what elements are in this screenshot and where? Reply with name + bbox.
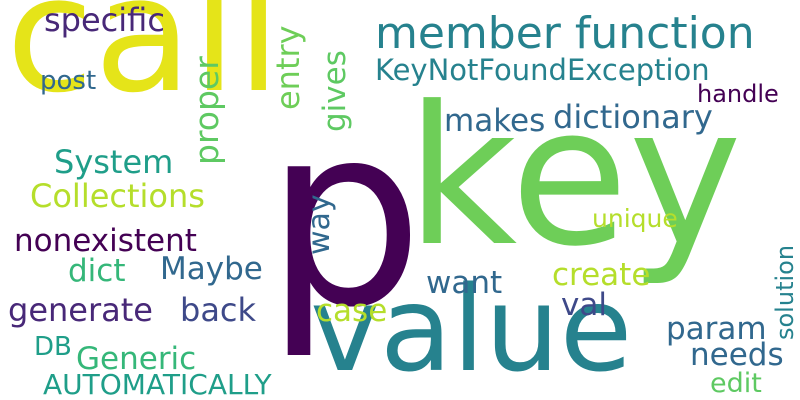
word-generic: Generic [76, 341, 197, 377]
word-generate: generate [8, 291, 153, 329]
word-automatically: AUTOMATICALLY [43, 368, 272, 400]
word-keynotfoundexception: KeyNotFoundException [375, 53, 710, 87]
word-val: val [561, 287, 607, 323]
word-key: key [406, 66, 743, 289]
word-handle: handle [697, 80, 779, 108]
word-nonexistent: nonexistent [14, 223, 197, 259]
word-edit: edit [710, 368, 762, 399]
word-create: create [552, 257, 651, 293]
word-param: param [666, 311, 767, 347]
word-back: back [180, 291, 257, 329]
word-proper: proper [187, 56, 226, 165]
word-post: post [40, 66, 97, 96]
word-system: System [54, 143, 174, 181]
word-value: value [310, 260, 633, 398]
word-want: want [426, 265, 503, 301]
word-dictionary: dictionary [553, 98, 713, 136]
word-case: case [316, 293, 388, 329]
word-needs: needs [690, 337, 784, 373]
word-p: p [265, 71, 424, 362]
word-collections: Collections [30, 177, 205, 215]
word-gives: gives [317, 50, 353, 132]
word-db: DB [34, 332, 72, 362]
word-call: call [6, 0, 281, 128]
word-entry: entry [269, 25, 307, 110]
word-solution: solution [771, 244, 799, 340]
word-unique: unique [592, 204, 678, 233]
word-specific: specific [44, 1, 165, 39]
word-maybe: Maybe [160, 251, 263, 287]
word-member-function: member function [375, 8, 755, 59]
word-way: way [302, 194, 337, 255]
word-makes: makes [444, 103, 546, 139]
word-dict: dict [68, 253, 126, 289]
